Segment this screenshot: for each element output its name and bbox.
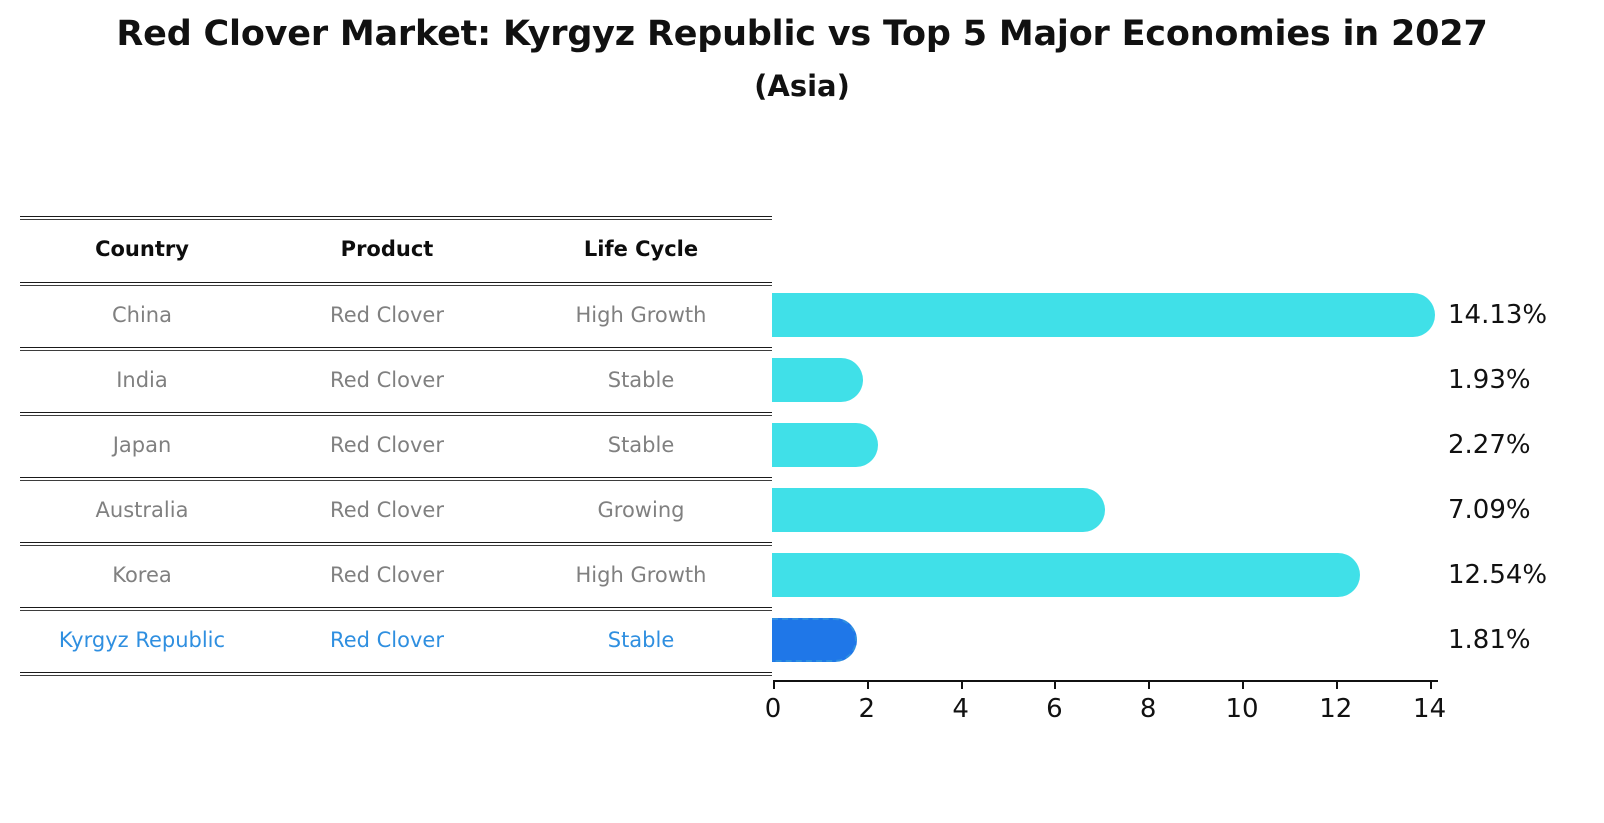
rule	[20, 282, 772, 283]
chart-title-block: Red Clover Market: Kyrgyz Republic vs To…	[0, 10, 1604, 108]
table-row: Japan Red Clover Stable	[20, 412, 772, 477]
cell-life-cycle: High Growth	[575, 302, 707, 327]
rule	[20, 219, 772, 220]
rule	[20, 412, 772, 413]
x-axis-tick-label: 8	[1139, 694, 1157, 724]
cell-country: Australia	[95, 497, 189, 522]
x-axis-tick-label: 6	[1046, 694, 1063, 724]
rule	[20, 347, 772, 348]
rule	[20, 675, 772, 676]
rule	[20, 477, 772, 478]
bar-row	[772, 216, 1604, 282]
x-axis-tick	[866, 680, 869, 689]
country-table: Country Product Life Cycle China Red Clo…	[20, 216, 772, 676]
cell-life-cycle: Stable	[607, 627, 675, 652]
rule	[20, 607, 772, 608]
x-axis-line	[773, 680, 1438, 682]
cell-product: Red Clover	[330, 432, 444, 457]
x-axis-tick	[1429, 680, 1432, 689]
x-axis-tick-label: 0	[764, 694, 782, 724]
cell-country: Japan	[112, 432, 172, 457]
table-header-row: Country Product Life Cycle	[20, 216, 772, 282]
bar-japan	[772, 423, 879, 467]
x-axis-tick-label: 12	[1319, 694, 1353, 724]
cell-product: Red Clover	[330, 627, 444, 652]
table-row-highlighted: Kyrgyz Republic Red Clover Stable	[20, 607, 772, 672]
x-axis-tick	[1242, 680, 1244, 689]
table-row: Korea Red Clover High Growth	[20, 542, 772, 607]
bar-india	[772, 358, 863, 402]
cell-product: Red Clover	[330, 367, 444, 392]
rule	[20, 610, 772, 611]
bar-value-label: 1.93%	[1448, 365, 1531, 395]
table-row: India Red Clover Stable	[20, 347, 772, 412]
table-row: China Red Clover High Growth	[20, 282, 772, 347]
column-header-product: Product	[340, 237, 434, 261]
rule	[20, 542, 772, 543]
cell-life-cycle: High Growth	[575, 562, 707, 587]
bar-chart: 14.13% 1.93% 2.27% 7.09% 12.54% 1.81%	[772, 216, 1604, 736]
bar-value-label: 12.54%	[1448, 560, 1548, 590]
cell-life-cycle: Growing	[597, 497, 685, 522]
bar-row: 1.81%	[772, 607, 1604, 672]
cell-life-cycle: Stable	[607, 367, 675, 392]
bar-value-label: 14.13%	[1448, 300, 1548, 330]
bar-value-label: 2.27%	[1448, 430, 1531, 460]
x-axis-tick-label: 2	[858, 694, 876, 724]
bar-australia	[772, 488, 1105, 532]
cell-product: Red Clover	[330, 562, 444, 587]
bar-korea	[772, 553, 1361, 597]
chart-title-subtitle: (Asia)	[754, 69, 850, 103]
bar-row: 2.27%	[772, 412, 1604, 477]
cell-product: Red Clover	[330, 302, 444, 327]
rule	[20, 216, 772, 217]
cell-country: Kyrgyz Republic	[58, 627, 226, 652]
bar-kyrgyz-republic	[772, 618, 857, 662]
column-header-life-cycle: Life Cycle	[583, 237, 699, 261]
cell-country: India	[116, 367, 168, 392]
bar-value-label: 1.81%	[1448, 625, 1531, 655]
x-axis-tick-label: 4	[952, 694, 969, 724]
column-header-country: Country	[95, 237, 189, 261]
table-row: Australia Red Clover Growing	[20, 477, 772, 542]
x-axis-tick-label: 14	[1413, 694, 1447, 724]
bar-value-label: 7.09%	[1448, 495, 1531, 525]
bar-row: 14.13%	[772, 282, 1604, 347]
rule	[20, 350, 772, 351]
bar-china	[772, 293, 1435, 337]
cell-product: Red Clover	[330, 497, 444, 522]
rule	[20, 480, 772, 481]
rule	[20, 672, 772, 673]
x-axis-tick	[960, 680, 963, 689]
bar-row: 12.54%	[772, 542, 1604, 607]
rule	[20, 415, 772, 416]
x-axis-tick	[1335, 680, 1338, 689]
cell-country: China	[112, 302, 172, 327]
bar-row: 7.09%	[772, 477, 1604, 542]
rule	[20, 545, 772, 546]
x-axis-tick	[1148, 680, 1151, 689]
x-axis-tick-label: 10	[1225, 694, 1259, 724]
cell-country: Korea	[112, 562, 172, 587]
rule	[20, 285, 772, 286]
x-axis-tick	[1054, 680, 1057, 689]
chart-title-main: Red Clover Market: Kyrgyz Republic vs To…	[116, 14, 1488, 54]
x-axis-tick	[773, 680, 775, 689]
cell-life-cycle: Stable	[607, 432, 675, 457]
x-axis: 0 2 4 6 8 10 12 14	[765, 680, 1604, 740]
bar-row: 1.93%	[772, 347, 1604, 412]
